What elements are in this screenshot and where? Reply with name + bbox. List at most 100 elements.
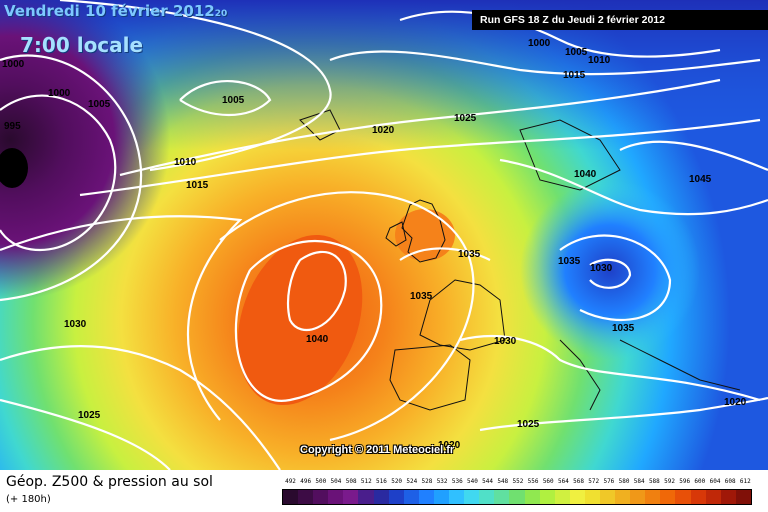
scale-label: 540 bbox=[467, 478, 478, 485]
scale-label: 512 bbox=[360, 478, 372, 485]
color-scale-bar bbox=[282, 489, 752, 505]
scale-swatch bbox=[584, 490, 600, 504]
isobar-label: 1025 bbox=[454, 113, 477, 124]
scale-swatch bbox=[464, 490, 480, 504]
isobar-label: 1025 bbox=[78, 410, 101, 421]
isobar-label: 1020 bbox=[724, 397, 747, 408]
scale-label: 536 bbox=[451, 478, 463, 485]
scale-label: 608 bbox=[724, 478, 736, 485]
scale-label: 604 bbox=[709, 478, 721, 485]
scale-swatch bbox=[283, 490, 299, 504]
isobar-label: 1015 bbox=[563, 70, 586, 81]
scale-swatch bbox=[403, 490, 419, 504]
scale-swatch bbox=[479, 490, 495, 504]
scale-label: 568 bbox=[573, 478, 584, 485]
scale-swatch bbox=[735, 490, 751, 504]
scale-label: 544 bbox=[482, 478, 494, 485]
scale-label: 492 bbox=[285, 478, 296, 485]
isobar-label: 1005 bbox=[565, 47, 588, 58]
scale-label: 524 bbox=[406, 478, 418, 485]
scale-swatch bbox=[539, 490, 555, 504]
isobar-label: 1040 bbox=[306, 334, 329, 345]
scale-swatch bbox=[509, 490, 525, 504]
scale-label: 496 bbox=[300, 478, 312, 485]
isobar-label: 1030 bbox=[64, 319, 87, 330]
isobar-label: 1015 bbox=[186, 180, 209, 191]
scale-swatch bbox=[494, 490, 510, 504]
scale-label: 528 bbox=[421, 478, 433, 485]
scale-swatch bbox=[524, 490, 540, 504]
scale-swatch bbox=[298, 490, 314, 504]
scale-swatch bbox=[449, 490, 465, 504]
scale-label: 500 bbox=[315, 478, 327, 485]
footer: Géop. Z500 & pression au sol (+ 180h) 49… bbox=[0, 470, 768, 512]
forecast-date-text: Vendredi 10 février 2012 bbox=[4, 2, 215, 20]
scale-label: 600 bbox=[694, 478, 706, 485]
scale-swatch bbox=[660, 490, 676, 504]
scale-label: 596 bbox=[679, 478, 691, 485]
scale-label: 508 bbox=[345, 478, 357, 485]
isobar-label: 1025 bbox=[517, 419, 540, 430]
scale-swatch bbox=[645, 490, 661, 504]
scale-label: 576 bbox=[603, 478, 615, 485]
scale-label: 552 bbox=[512, 478, 524, 485]
isobar-label: 1010 bbox=[174, 157, 197, 168]
isobar-label: 1000 bbox=[48, 88, 71, 99]
scale-swatch bbox=[358, 490, 374, 504]
scale-swatch bbox=[690, 490, 706, 504]
color-scale-labels: 492 496 500 504 508 512 516 520 524 528 532 536 540 5… bbox=[282, 478, 752, 487]
scale-label: 572 bbox=[588, 478, 600, 485]
forecast-date-suffix: 20 bbox=[214, 9, 228, 19]
scale-label: 592 bbox=[664, 478, 675, 485]
scale-swatch bbox=[615, 490, 631, 504]
scale-label: 548 bbox=[497, 478, 509, 485]
scale-label: 584 bbox=[633, 478, 645, 485]
scale-swatch bbox=[630, 490, 646, 504]
isobar-label: 1010 bbox=[588, 55, 611, 66]
color-scale: 492 496 500 504 508 512 516 520 524 528 532 536 540 5… bbox=[282, 478, 752, 505]
scale-label: 612 bbox=[739, 478, 751, 485]
scale-swatch bbox=[373, 490, 389, 504]
isobar-label: 1035 bbox=[410, 291, 433, 302]
scale-swatch bbox=[675, 490, 691, 504]
forecast-time: 7:00 locale bbox=[20, 33, 144, 57]
run-info: Run GFS 18 Z du Jeudi 2 février 2012 bbox=[472, 10, 768, 30]
scale-swatch bbox=[418, 490, 434, 504]
isobar-label: 1035 bbox=[558, 256, 581, 267]
scale-swatch bbox=[328, 490, 344, 504]
forecast-range: (+ 180h) bbox=[6, 494, 51, 505]
scale-swatch bbox=[569, 490, 585, 504]
isobar-label: 1020 bbox=[372, 125, 395, 136]
scale-swatch bbox=[433, 490, 450, 504]
map-title: Géop. Z500 & pression au sol bbox=[6, 474, 213, 490]
scale-swatch bbox=[705, 490, 721, 504]
scale-label: 588 bbox=[648, 478, 660, 485]
isobar-label: 1030 bbox=[494, 336, 517, 347]
forecast-date: Vendredi 10 février 201220 bbox=[4, 2, 227, 20]
isobar-label: 1035 bbox=[458, 249, 481, 260]
scale-label: 516 bbox=[376, 478, 387, 485]
scale-swatch bbox=[313, 490, 329, 504]
scale-label: 560 bbox=[542, 478, 554, 485]
scale-swatch bbox=[599, 490, 616, 504]
isobar-label: 1045 bbox=[689, 174, 712, 185]
isobar-label: 1020 bbox=[438, 440, 461, 451]
scale-swatch bbox=[554, 490, 570, 504]
isobar-label: 1000 bbox=[2, 59, 25, 70]
scale-swatch bbox=[343, 490, 359, 504]
scale-label: 532 bbox=[436, 478, 448, 485]
isobar-label: 1000 bbox=[528, 38, 551, 49]
isobar-label: 1030 bbox=[590, 263, 613, 274]
isobar-label: 1035 bbox=[612, 323, 635, 334]
copyright-notice: Copyright © 2011 Meteociel.fr bbox=[300, 444, 455, 456]
isobar-label: 1040 bbox=[574, 169, 597, 180]
scale-label: 556 bbox=[527, 478, 539, 485]
scale-label: 520 bbox=[391, 478, 403, 485]
scale-label: 504 bbox=[330, 478, 342, 485]
scale-label: 580 bbox=[618, 478, 630, 485]
scale-swatch bbox=[720, 490, 736, 504]
weather-map: 1000 995 1000 1005 1005 1010 1015 1020 1… bbox=[0, 0, 768, 470]
isobar-label: 995 bbox=[4, 121, 21, 132]
scale-swatch bbox=[388, 490, 404, 504]
isobar-label: 1005 bbox=[88, 99, 111, 110]
